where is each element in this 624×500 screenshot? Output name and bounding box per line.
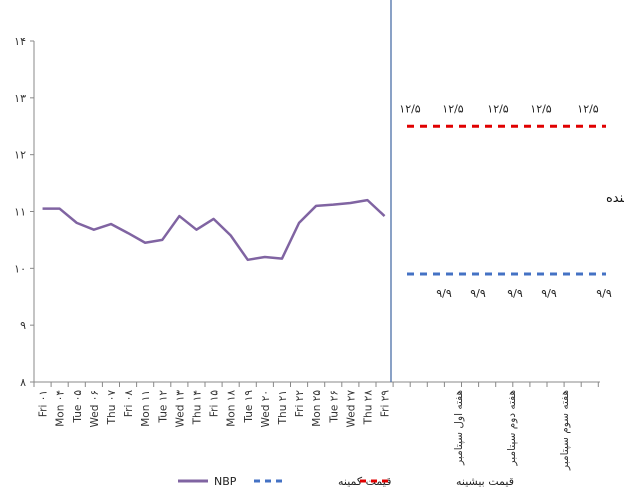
- y-tick-label: ۹: [20, 319, 26, 332]
- min-value-label: ۹/۹: [596, 287, 612, 300]
- x-tick-label: Tue ۰۵: [72, 390, 84, 424]
- x-tick-label: Mon ۱۱: [140, 390, 152, 427]
- legend-nbp-label: NBP: [214, 475, 237, 488]
- x-tick-label: Mon ۲۵: [311, 390, 323, 427]
- max-value-label: ۱۲/۵: [399, 102, 421, 115]
- legend-max-label: قیمت بیشینه: [456, 475, 514, 488]
- y-tick-label: ۸: [20, 376, 26, 389]
- x-tick-label: Fri ۰۱: [38, 390, 50, 417]
- max-value-label: ۱۲/۵: [487, 102, 509, 115]
- min-value-label: ۹/۹: [541, 287, 557, 300]
- x-tick-label: Thu ۲۸: [362, 390, 374, 426]
- y-axis: ۸ ۹ ۱۰ ۱۱ ۱۲ ۱۳ ۱۴: [14, 35, 35, 389]
- x-tick-label: Wed ۰۶: [89, 390, 101, 428]
- x-tick-label: Mon ۰۴: [55, 390, 67, 427]
- x-tick-label: Wed ۱۳: [174, 390, 186, 428]
- y-tick-label: ۱۲: [14, 149, 26, 162]
- x-axis: Fri ۰۱ Mon ۰۴ Tue ۰۵ Wed ۰۶ Thu ۰۷ Fri ۰۸ Mon …: [33, 381, 600, 428]
- x-tick-label: Thu ۲۱: [277, 390, 289, 425]
- min-value-label: ۹/۹: [436, 287, 452, 300]
- min-value-label: ۹/۹: [470, 287, 486, 300]
- max-value-label: ۱۲/۵: [577, 102, 599, 115]
- x-tick-label: Wed ۲۰: [260, 390, 272, 428]
- x-tick-label: Thu ۱۴: [191, 390, 203, 425]
- forecast-annotation: دامنه نوسانی قیمت در ماه آینده: [606, 189, 624, 206]
- x-tick-label: Tue ۱۲: [157, 390, 169, 424]
- x-tick-label: Wed ۲۷: [345, 390, 357, 428]
- x-tick-label: Tue ۱۹: [243, 390, 255, 424]
- forecast-lines: [407, 124, 606, 276]
- y-tick-label: ۱۴: [14, 35, 26, 48]
- max-value-label: ۱۲/۵: [530, 102, 552, 115]
- y-tick-label: ۱۱: [14, 206, 26, 219]
- y-tick-label: ۱۳: [14, 92, 26, 105]
- min-value-label: ۹/۹: [507, 287, 523, 300]
- x-tick-label: Thu ۰۷: [106, 390, 118, 426]
- week-label: هفته دوم سپتامبر: [506, 390, 518, 467]
- x-tick-label: Fri ۲۲: [294, 390, 306, 417]
- forecast-week-labels: هفته اول سپتامبر هفته دوم سپتامبر هفته سوم…: [453, 390, 571, 471]
- x-tick-label: Fri ۲۹: [380, 390, 392, 417]
- max-value-label: ۱۲/۵: [442, 102, 464, 115]
- forecast-value-labels: ۱۲/۵ ۱۲/۵ ۱۲/۵ ۱۲/۵ ۱۲/۵ ۹/۹ ۹/۹ ۹/۹ ۹/۹ ۹/۹: [399, 102, 612, 300]
- week-label: هفته اول سپتامبر: [453, 390, 465, 466]
- nbp-line: [42, 198, 386, 262]
- y-tick-label: ۱۰: [14, 262, 26, 275]
- x-tick-label: Tue ۲۶: [328, 390, 340, 424]
- week-label: هفته سوم سپتامبر: [559, 390, 571, 471]
- nbp-series: [42, 198, 386, 262]
- x-tick-label: Mon ۱۸: [226, 390, 238, 427]
- x-tick-label: Fri ۰۸: [123, 390, 135, 417]
- legend: NBP قیمت کمینه قیمت بیشینه: [178, 475, 514, 488]
- x-tick-label: Fri ۱۵: [209, 390, 221, 417]
